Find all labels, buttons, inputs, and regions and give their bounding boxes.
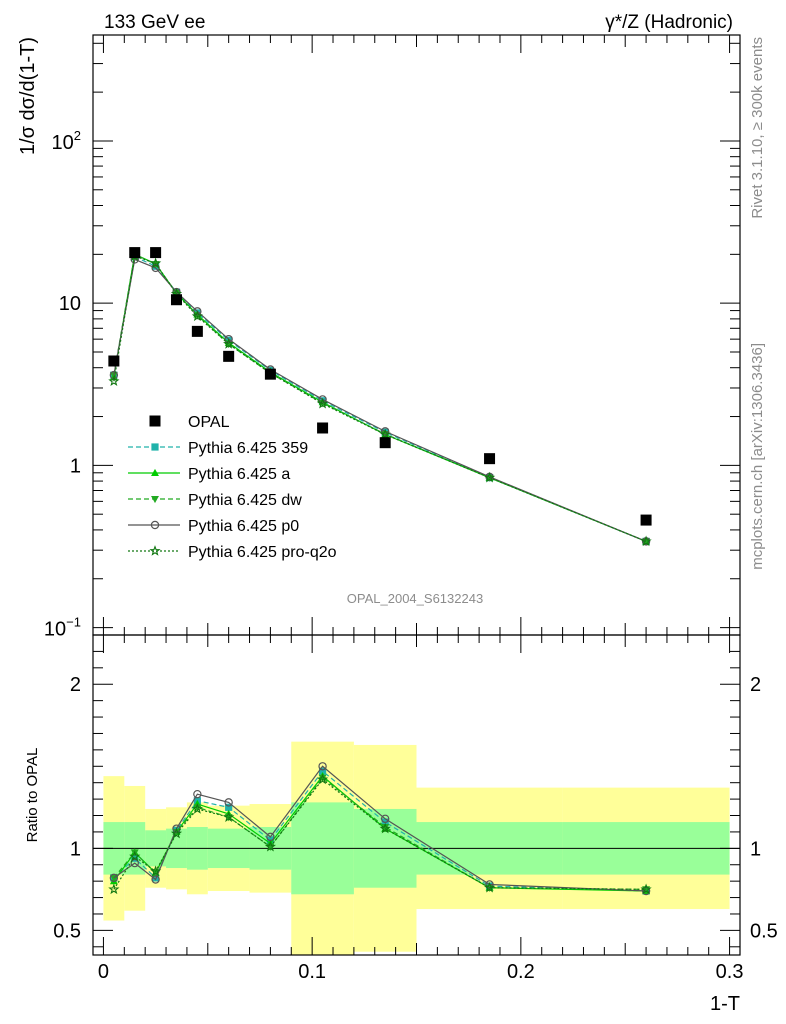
data-point-opal: [170, 294, 182, 306]
ratio-point-2: [193, 804, 202, 812]
series-point-4: [483, 471, 496, 483]
ratio-point-0: [318, 767, 327, 775]
ratio-point-4: [379, 822, 391, 834]
x-axis-label: 1-T: [710, 993, 740, 1015]
ratio-point-2: [381, 823, 390, 832]
series-point-4: [191, 310, 203, 322]
legend-label-0: Pythia 6.425 359: [188, 440, 308, 457]
y-tick-label-main: 10: [59, 293, 81, 315]
ratio-point-3: [109, 873, 119, 883]
series-point-3: [193, 307, 202, 316]
ratio-point-3: [641, 886, 651, 896]
title-right: γ*/Z (Hadronic): [605, 12, 733, 33]
legend-label-4: Pythia 6.425 pro-q2o: [188, 544, 337, 561]
legend-marker-2: [151, 495, 159, 504]
ratio-point-4: [640, 883, 652, 895]
data-point-opal: [129, 247, 141, 259]
series-point-3: [224, 334, 233, 344]
ratio-line-3: [113, 765, 647, 892]
legend-label-3: Pythia 6.425 p0: [188, 518, 299, 535]
series-point-4: [108, 375, 120, 387]
legend-marker-4: [149, 545, 161, 556]
legend-marker-opal: [149, 415, 161, 427]
ratio-point-4: [108, 883, 120, 895]
data-point-opal: [484, 453, 496, 465]
x-tick-label: 0.3: [716, 961, 744, 983]
y-tick-label-ratio-left: 0.5: [53, 920, 81, 942]
series-point-4: [379, 428, 391, 440]
y-tick-label-main: 102: [52, 128, 81, 154]
ratio-point-4: [316, 773, 329, 785]
data-point-opal: [317, 422, 329, 434]
y-tick-label-main: 1: [70, 455, 81, 477]
legend-marker-3: [150, 520, 160, 530]
legend-marker-0: [151, 443, 159, 451]
ratio-point-3: [224, 798, 233, 807]
ratio-point-4: [483, 881, 496, 893]
series-point-3: [109, 370, 119, 380]
series-line-0: [113, 255, 647, 542]
x-tick-label: 0.1: [298, 961, 326, 983]
y-tick-label-ratio-left: 1: [70, 838, 81, 860]
data-point-opal: [223, 350, 235, 362]
data-point-opal: [108, 355, 120, 367]
y-tick-label-ratio-right: 0.5: [750, 920, 778, 942]
y-tick-label-ratio-right: 2: [750, 674, 761, 696]
mcplots-reference-label: mcplots.cern.ch [arXiv:1306.3436]: [749, 343, 766, 570]
x-tick-label: 0: [98, 961, 109, 983]
series-point-4: [149, 257, 162, 269]
legend: OPAL Pythia 6.425 359 Pythia 6.425 a Pythia…: [128, 414, 337, 561]
ratio-point-4: [149, 865, 162, 877]
ratio-point-4: [223, 811, 235, 822]
legend-label-2: Pythia 6.425 dw: [188, 492, 302, 509]
ratio-point-4: [264, 840, 277, 852]
data-point-opal: [150, 247, 162, 259]
legend-label-1: Pythia 6.425 a: [188, 466, 290, 483]
ratio-point-3: [151, 875, 160, 884]
ratio-line-2: [113, 776, 647, 890]
series-point-4: [316, 397, 329, 409]
legend-marker-1: [151, 468, 159, 477]
rivet-version-label: Rivet 3.1.10, ≥ 300k events: [749, 37, 766, 219]
ratio-point-3: [266, 832, 275, 842]
ratio-point-0: [225, 803, 233, 811]
series-line-4: [113, 255, 647, 542]
y-axis-label-main: 1/σ dσ/d(1-T): [17, 37, 39, 155]
ratio-point-4: [170, 827, 183, 839]
series-point-4: [223, 338, 235, 349]
data-point-opal: [640, 514, 652, 526]
ratio-point-2: [318, 774, 327, 782]
data-point-opal: [264, 368, 276, 380]
y-axis-label-ratio: Ratio to OPAL: [24, 748, 41, 843]
ratio-point-3: [193, 789, 202, 799]
y-tick-label-ratio-left: 2: [70, 674, 81, 696]
y-tick-label-main: 10−1: [44, 615, 81, 641]
legend-label-opal: OPAL: [188, 414, 230, 431]
axes: 0 0.1 0.2 0.3 10−1 1 10 102 0.5 0.5 1 1 2 2: [44, 34, 778, 983]
y-tick-label-ratio-right: 1: [750, 838, 761, 860]
ratio-point-4: [129, 850, 141, 862]
x-tick-label: 0.2: [507, 961, 535, 983]
ratio-panel: [93, 762, 740, 896]
data-point-opal: [191, 325, 203, 337]
series-point-3: [380, 427, 390, 436]
ratio-point-3: [130, 858, 139, 868]
series-point-4: [640, 535, 652, 547]
title-left: 133 GeV ee: [104, 12, 205, 33]
ratio-point-3: [318, 762, 327, 771]
ratio-line-4: [113, 778, 647, 890]
main-panel: [108, 247, 652, 547]
ratio-point-0: [152, 874, 160, 882]
ratio-point-3: [380, 814, 390, 823]
data-point-opal: [379, 437, 391, 449]
ratio-point-4: [191, 803, 203, 814]
analysis-watermark: OPAL_2004_S6132243: [347, 591, 483, 606]
